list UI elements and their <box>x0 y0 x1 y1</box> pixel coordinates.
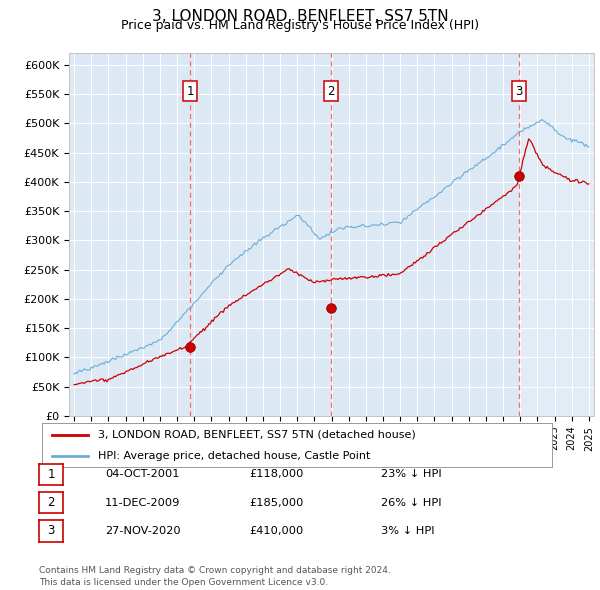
Text: £185,000: £185,000 <box>249 498 304 507</box>
Text: Price paid vs. HM Land Registry's House Price Index (HPI): Price paid vs. HM Land Registry's House … <box>121 19 479 32</box>
Text: HPI: Average price, detached house, Castle Point: HPI: Average price, detached house, Cast… <box>98 451 370 461</box>
Text: £118,000: £118,000 <box>249 470 304 479</box>
Text: 27-NOV-2020: 27-NOV-2020 <box>105 526 181 536</box>
Text: 3: 3 <box>47 525 55 537</box>
Text: 3: 3 <box>515 85 523 98</box>
Bar <box>518 53 594 416</box>
Text: 1: 1 <box>187 85 194 98</box>
Text: £410,000: £410,000 <box>249 526 303 536</box>
Text: 3, LONDON ROAD, BENFLEET, SS7 5TN: 3, LONDON ROAD, BENFLEET, SS7 5TN <box>152 9 448 24</box>
Text: 3% ↓ HPI: 3% ↓ HPI <box>381 526 434 536</box>
Text: 26% ↓ HPI: 26% ↓ HPI <box>381 498 442 507</box>
Text: 23% ↓ HPI: 23% ↓ HPI <box>381 470 442 479</box>
Text: Contains HM Land Registry data © Crown copyright and database right 2024.
This d: Contains HM Land Registry data © Crown c… <box>39 566 391 587</box>
Text: 11-DEC-2009: 11-DEC-2009 <box>105 498 181 507</box>
Text: 3, LONDON ROAD, BENFLEET, SS7 5TN (detached house): 3, LONDON ROAD, BENFLEET, SS7 5TN (detac… <box>98 430 416 440</box>
Text: 1: 1 <box>47 468 55 481</box>
Text: 04-OCT-2001: 04-OCT-2001 <box>105 470 179 479</box>
Text: 2: 2 <box>327 85 334 98</box>
Text: 2: 2 <box>47 496 55 509</box>
